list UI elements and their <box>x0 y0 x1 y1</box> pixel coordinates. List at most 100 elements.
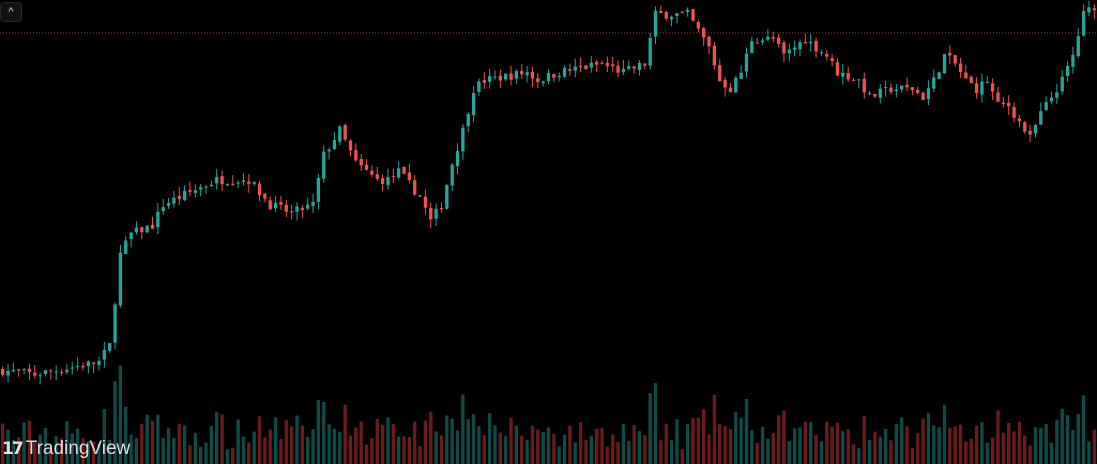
candle-body <box>921 92 925 100</box>
volume-bar <box>150 420 155 464</box>
candle-body <box>787 49 791 54</box>
volume-bar <box>471 414 476 464</box>
candle-body <box>482 80 486 83</box>
volume-bar <box>124 406 128 464</box>
candle-body <box>691 8 695 21</box>
volume-bar <box>744 399 749 464</box>
candle-body <box>600 63 604 65</box>
candle <box>54 365 58 381</box>
volume-bar <box>257 416 262 464</box>
volume-bar <box>134 437 139 464</box>
candle <box>568 63 572 77</box>
volume-bar <box>819 441 824 464</box>
candle-body <box>43 370 48 375</box>
candle <box>359 153 363 171</box>
candle-body <box>562 68 567 77</box>
candle-body <box>236 182 240 184</box>
candle-body <box>509 73 513 80</box>
candle-body <box>220 176 224 185</box>
volume-bar <box>65 421 69 464</box>
volume-bar <box>166 427 171 464</box>
volume-bar <box>873 431 877 464</box>
volume-bar <box>878 436 882 464</box>
candle-body <box>54 371 58 373</box>
candle <box>595 60 599 73</box>
volume-bar <box>1092 429 1096 464</box>
candle-body <box>118 252 123 306</box>
candle <box>1071 46 1075 74</box>
candle <box>161 198 165 215</box>
volume-bar <box>311 429 315 464</box>
volume-bar <box>921 418 925 464</box>
candle-body <box>1060 76 1064 92</box>
candle-body <box>231 183 235 185</box>
volume-bar <box>948 427 952 464</box>
candle-body <box>364 164 369 170</box>
candle-body <box>295 206 299 212</box>
candle-body <box>284 204 288 212</box>
candle <box>632 65 636 74</box>
candle-body <box>1076 36 1080 57</box>
volume-bar <box>429 411 433 464</box>
volume-bar <box>776 415 781 464</box>
tradingview-watermark[interactable]: 17 TradingView <box>2 436 130 462</box>
candle-body <box>520 70 524 75</box>
volume-bar <box>1028 445 1032 464</box>
candle <box>150 216 155 230</box>
candle <box>846 66 850 83</box>
candle-body <box>942 54 947 74</box>
candle-body <box>702 28 706 38</box>
candle <box>268 196 272 211</box>
candle <box>343 123 347 142</box>
candle-body <box>643 63 647 66</box>
candle <box>289 204 294 220</box>
candle-body <box>1087 7 1091 13</box>
volume-bar <box>1060 408 1064 464</box>
volume-bar <box>739 417 743 464</box>
volume-bar <box>530 425 535 464</box>
candle <box>530 66 535 88</box>
candle-body <box>124 240 128 254</box>
candle <box>653 6 658 44</box>
volume-bar <box>605 446 610 464</box>
volume-bar <box>520 435 524 464</box>
candle-body <box>905 84 909 88</box>
volume-bar <box>482 435 486 464</box>
candle-body <box>675 13 679 16</box>
candle <box>145 225 149 234</box>
volume-bar <box>322 402 326 464</box>
collapse-button[interactable]: ^ <box>0 2 22 22</box>
volume-bar <box>1071 429 1075 464</box>
candle <box>322 145 326 183</box>
candle <box>744 47 749 78</box>
brand-name: TradingView <box>25 438 131 459</box>
volume-bar <box>723 426 727 464</box>
volume-bar <box>985 442 989 464</box>
volume-bar <box>809 422 813 464</box>
volume-bar <box>423 420 428 464</box>
candle-body <box>771 37 775 39</box>
candle <box>263 192 267 203</box>
candle <box>102 341 107 368</box>
candle <box>958 58 963 78</box>
candle-body <box>664 11 668 19</box>
candle-body <box>177 196 181 199</box>
candle-body <box>1065 65 1070 77</box>
volume-bar <box>584 439 588 464</box>
candle-body <box>27 368 32 373</box>
candle <box>364 159 369 171</box>
volume-bar <box>279 439 283 464</box>
volume-bar <box>461 394 465 464</box>
volume-bar <box>616 441 620 464</box>
candle-body <box>552 74 556 78</box>
volume-bar <box>332 428 337 464</box>
volume-bar <box>348 435 353 464</box>
candle <box>900 85 904 93</box>
candle-body <box>734 77 738 93</box>
volume-bar <box>370 438 374 464</box>
candle <box>696 19 700 33</box>
candle <box>734 75 738 94</box>
candle <box>493 70 497 80</box>
